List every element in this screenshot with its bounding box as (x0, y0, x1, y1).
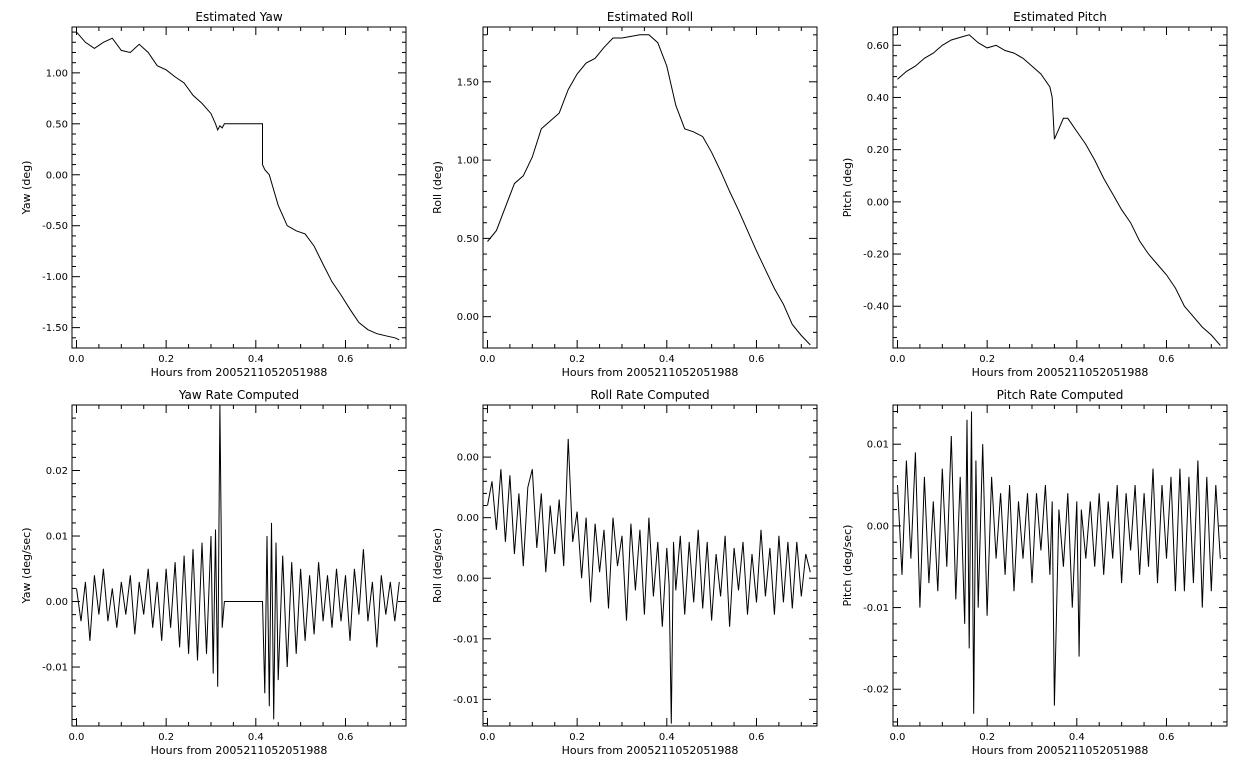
y-axis-label: Pitch (deg) (841, 158, 854, 218)
chart-panel: Pitch Rate Computed Hours from 2005211052… (841, 388, 1228, 757)
y-tick-label: 0.00 (46, 170, 68, 181)
plot-frame (892, 26, 1228, 349)
y-tick-label: 0.00 (46, 597, 68, 608)
x-tick-label: 0.4 (1069, 732, 1085, 743)
plot-frame (482, 26, 818, 349)
y-axis-label: Yaw (deg/sec) (20, 527, 33, 604)
y-tick-label: 0.20 (867, 145, 889, 156)
y-tick-label: -0.01 (453, 634, 479, 645)
plot-frame (482, 404, 818, 727)
x-axis-label: Hours from 2005211052051988 (151, 744, 328, 757)
x-tick-label: 0.0 (480, 732, 496, 743)
y-tick-label: 0.00 (457, 453, 479, 464)
chart-panel: Estimated Pitch Hours from 20052110520519… (841, 10, 1228, 379)
chart-title: Estimated Roll (607, 10, 693, 24)
y-tick-label: 0.01 (46, 532, 68, 543)
x-tick-label: 0.4 (659, 354, 675, 365)
chart-panel: Yaw Rate Computed Hours from 200521105205… (20, 388, 407, 757)
chart-title: Estimated Yaw (195, 10, 282, 24)
y-tick-label: -0.01 (453, 695, 479, 706)
y-axis-label: Roll (deg/sec) (431, 528, 444, 603)
y-tick-label: 0.40 (867, 93, 889, 104)
y-tick-label: 0.50 (46, 119, 68, 130)
x-tick-label: 0.6 (749, 732, 765, 743)
x-tick-label: 0.2 (569, 732, 585, 743)
y-tick-label: 0.00 (867, 197, 889, 208)
x-tick-label: 0.6 (338, 354, 354, 365)
x-tick-label: 0.6 (338, 732, 354, 743)
series-line (897, 34, 1221, 346)
y-tick-label: 1.50 (457, 77, 479, 88)
x-axis-label: Hours from 2005211052051988 (151, 366, 328, 379)
y-tick-label: -0.02 (863, 685, 889, 696)
series-line (487, 34, 811, 346)
chart-panel: Roll Rate Computed Hours from 20052110520… (431, 388, 818, 757)
x-tick-label: 0.6 (1159, 354, 1175, 365)
y-tick-label: 1.00 (46, 68, 68, 79)
y-tick-label: -1.00 (42, 272, 68, 283)
chart-title: Pitch Rate Computed (997, 388, 1124, 402)
chart-title: Estimated Pitch (1013, 10, 1107, 24)
y-tick-label: 0.00 (457, 312, 479, 323)
y-axis-label: Pitch (deg/sec) (841, 525, 854, 607)
chart-title: Roll Rate Computed (590, 388, 709, 402)
y-tick-label: 0.00 (867, 521, 889, 532)
x-axis-label: Hours from 2005211052051988 (972, 744, 1149, 757)
plot-frame (71, 404, 407, 727)
y-tick-label: 0.00 (457, 574, 479, 585)
y-tick-label: 0.60 (867, 41, 889, 52)
x-tick-label: 0.6 (1159, 732, 1175, 743)
x-axis-label: Hours from 2005211052051988 (562, 744, 739, 757)
y-tick-label: 0.00 (457, 513, 479, 524)
x-tick-label: 0.0 (69, 354, 85, 365)
series-line (487, 438, 811, 724)
x-tick-label: 0.2 (158, 354, 174, 365)
y-axis-label: Yaw (deg) (20, 161, 33, 216)
chart-panel: Estimated Yaw Hours from 2005211052051988… (20, 10, 407, 379)
y-tick-label: -0.40 (863, 302, 889, 313)
x-tick-label: 0.2 (979, 354, 995, 365)
y-tick-label: 0.50 (457, 234, 479, 245)
x-tick-label: 0.2 (569, 354, 585, 365)
x-tick-label: 0.0 (480, 354, 496, 365)
plot-frame (71, 26, 407, 349)
plot-frame (892, 404, 1228, 727)
y-tick-label: 1.00 (457, 156, 479, 167)
x-tick-label: 0.2 (158, 732, 174, 743)
x-tick-label: 0.2 (979, 732, 995, 743)
series-line (897, 411, 1221, 714)
y-tick-label: -0.50 (42, 221, 68, 232)
x-tick-label: 0.0 (890, 732, 906, 743)
chart-panel: Estimated Roll Hours from 200521105205198… (431, 10, 818, 379)
x-axis-label: Hours from 2005211052051988 (972, 366, 1149, 379)
x-tick-label: 0.6 (749, 354, 765, 365)
chart-title: Yaw Rate Computed (178, 388, 299, 402)
x-tick-label: 0.4 (248, 732, 264, 743)
y-tick-label: 0.01 (867, 440, 889, 451)
series-line (76, 404, 400, 720)
y-tick-label: -0.01 (42, 663, 68, 674)
series-line (76, 31, 400, 341)
x-tick-label: 0.0 (69, 732, 85, 743)
x-tick-label: 0.0 (890, 354, 906, 365)
x-tick-label: 0.4 (659, 732, 675, 743)
x-axis-label: Hours from 2005211052051988 (562, 366, 739, 379)
y-tick-label: -0.20 (863, 250, 889, 261)
y-axis-label: Roll (deg) (431, 161, 444, 214)
x-tick-label: 0.4 (1069, 354, 1085, 365)
y-tick-label: 0.02 (46, 466, 68, 477)
x-tick-label: 0.4 (248, 354, 264, 365)
y-tick-label: -0.01 (863, 603, 889, 614)
y-tick-label: -1.50 (42, 323, 68, 334)
